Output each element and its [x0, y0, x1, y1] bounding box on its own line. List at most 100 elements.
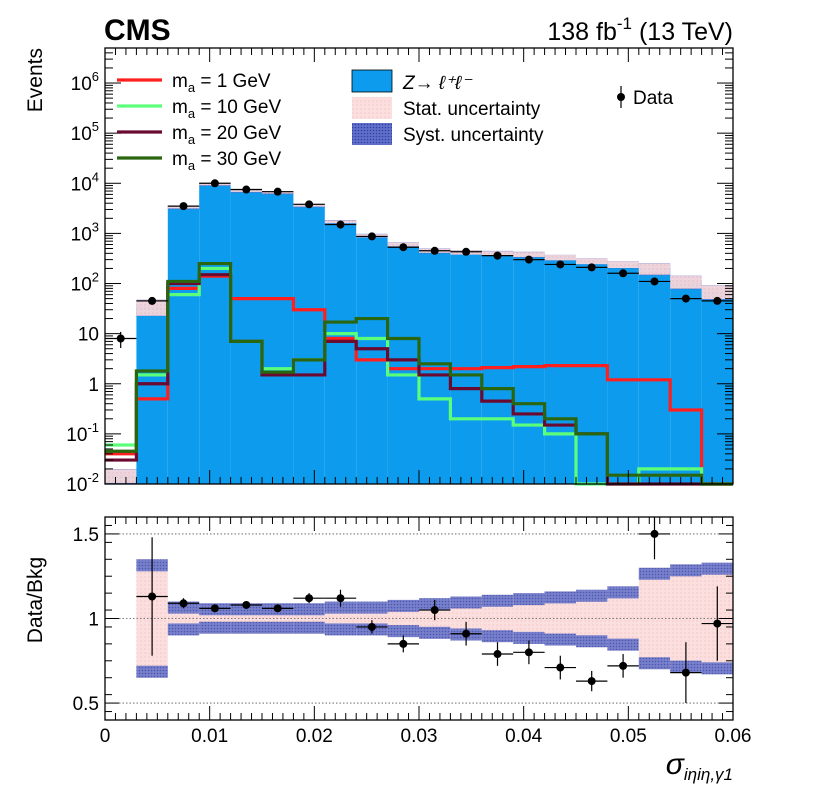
- data-point: [305, 200, 314, 209]
- legend-data-marker: [617, 93, 625, 101]
- ratio-syst-band-bottom: [230, 621, 262, 634]
- stat-unc-bin: [544, 255, 576, 261]
- experiment-label: CMS: [104, 14, 171, 47]
- background-histogram: [105, 184, 733, 485]
- ratio-syst-band-bottom: [387, 625, 419, 638]
- data-point: [524, 255, 533, 264]
- background-bin: [607, 264, 639, 484]
- y-tick-label-base: 10: [66, 475, 87, 496]
- y-tick-label-exp: 4: [92, 169, 99, 184]
- background-bin: [670, 281, 702, 484]
- y-tick-label: 104: [71, 169, 99, 195]
- ratio-syst-band-bottom: [293, 621, 325, 634]
- y-tick-label-base: 10: [71, 224, 92, 245]
- ratio-point: [367, 622, 376, 631]
- data-point: [650, 277, 659, 286]
- y-tick-label: 1: [88, 375, 99, 396]
- ratio-point: [619, 661, 628, 670]
- stat-unc-bin: [701, 285, 733, 300]
- background-bin: [199, 184, 231, 485]
- ratio-syst-band-bottom: [136, 665, 168, 678]
- data-point: [242, 185, 251, 194]
- stat-unc-bin: [105, 469, 137, 483]
- background-bin: [262, 192, 294, 485]
- ratio-point: [650, 529, 659, 538]
- background-bin: [167, 207, 200, 485]
- ratio-y-tick-label: 1: [88, 610, 99, 631]
- legend-signal-label-rest: = 10 GeV: [195, 97, 281, 118]
- data-point: [210, 179, 219, 188]
- ratio-syst-band-top: [293, 603, 325, 616]
- lumi-exponent: -1: [617, 14, 632, 33]
- signal-line: [105, 261, 733, 486]
- y-tick-label-base: 10: [71, 124, 92, 145]
- y-tick-label: 10-2: [66, 470, 99, 496]
- ratio-point: [493, 650, 502, 659]
- ratio-syst-band-bottom: [262, 621, 294, 634]
- legend-signal-label: ma = 30 GeV: [172, 149, 281, 173]
- data-point: [336, 220, 345, 229]
- ratio-syst-band-top: [638, 567, 671, 580]
- x-tick-label: 0.02: [296, 726, 333, 747]
- y-tick-label: 103: [71, 219, 99, 245]
- legend-stat-swatch: [352, 97, 392, 119]
- y-tick-label: 106: [71, 69, 99, 95]
- ratio-y-tick-label: 0.5: [73, 694, 99, 715]
- legend-syst-label: Syst. uncertainty: [403, 125, 544, 146]
- ratio-syst-band-top: [576, 589, 608, 602]
- x-tick-label: 0.04: [505, 726, 542, 747]
- ratio-y-tick-label: 1.5: [73, 525, 99, 546]
- y-tick-label-exp: 3: [92, 219, 99, 234]
- legend-signal-label-rest: = 30 GeV: [195, 149, 281, 170]
- legend-signal-label: ma = 1 GeV: [172, 71, 271, 95]
- ratio-syst-band-bottom: [167, 623, 200, 636]
- data-point: [713, 296, 722, 305]
- ratio-point: [210, 604, 219, 613]
- x-tick-label: 0: [100, 726, 111, 747]
- x-axis-label-base: σ: [666, 748, 686, 781]
- ratio-syst-band-top: [450, 596, 482, 609]
- ratio-point: [524, 648, 533, 657]
- stat-unc-bin: [136, 299, 168, 316]
- ratio-syst-band-bottom: [481, 630, 514, 643]
- ratio-syst-band-top: [324, 601, 357, 614]
- x-tick-label: 0.01: [191, 726, 228, 747]
- ratio-point: [681, 668, 690, 677]
- ratio-syst-band-bottom: [324, 623, 357, 636]
- data-point: [367, 232, 376, 241]
- ratio-panel: 0.5 1 1.5 0 0.01 0.02 0.03 0.04 0.05 0.06 Data/Bk…: [24, 516, 751, 784]
- lumi-label: 138 fb-1 (13 TeV): [547, 14, 733, 46]
- legend-background-swatch: [351, 69, 393, 93]
- data-points: [105, 179, 733, 348]
- data-point: [116, 334, 125, 343]
- background-bin: [230, 191, 262, 484]
- ratio-data-points: [136, 517, 733, 704]
- ratio-syst-band-bottom: [419, 626, 451, 639]
- x-tick-label: 0.05: [610, 726, 647, 747]
- data-point: [493, 251, 502, 260]
- data-point: [587, 263, 596, 272]
- ratio-point: [399, 639, 408, 648]
- ratio-syst-band-top: [481, 594, 514, 607]
- background-bin: [136, 306, 168, 484]
- y-tick-label-exp: 6: [92, 69, 99, 84]
- x-axis-label-sub: iηiη,γ1: [684, 765, 733, 784]
- stat-unc-bin: [670, 276, 702, 289]
- ratio-point: [556, 663, 565, 672]
- x-axis-label: σiηiη,γ1: [666, 748, 733, 784]
- ratio-syst-band-top: [230, 603, 262, 616]
- lumi-energy: (13 TeV): [632, 18, 733, 46]
- legend-background-label: Z→ ℓ⁺ℓ⁻: [402, 73, 473, 94]
- legend-signal-label-sub: a: [188, 80, 196, 95]
- background-bin: [387, 244, 419, 484]
- y-tick-label: 10: [78, 325, 99, 346]
- legend-stat-label: Stat. uncertainty: [403, 99, 541, 120]
- ratio-point: [336, 594, 345, 603]
- x-tick-label: 0.03: [401, 726, 438, 747]
- ratio-syst-band-bottom: [513, 631, 545, 644]
- data-point: [681, 294, 690, 303]
- ratio-point: [462, 629, 471, 638]
